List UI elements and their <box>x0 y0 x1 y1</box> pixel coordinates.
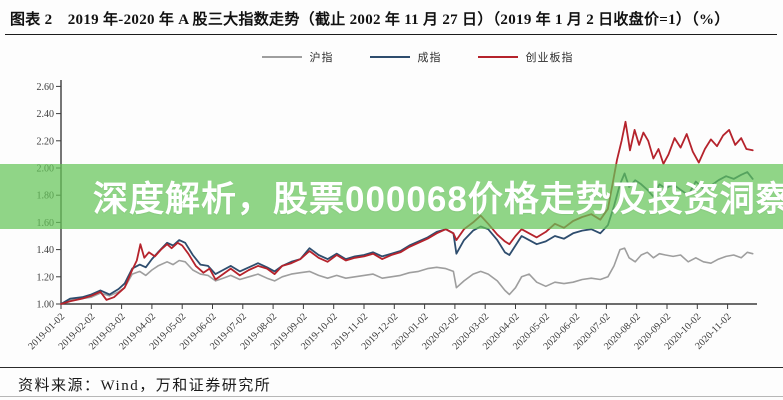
y-axis-tick-label: 1.20 <box>37 272 55 283</box>
legend-label: 创业板指 <box>525 52 574 64</box>
legend-line-swatch <box>477 55 518 59</box>
y-axis-tick-label: 2.40 <box>37 109 55 120</box>
chart-legend: 沪指 成指 创业板指 <box>26 49 783 65</box>
figure-title: 图表 2 2019 年-2020 年 A 股三大指数走势（截止 2002 年 1… <box>10 12 730 28</box>
y-axis-tick-label: 1.00 <box>37 300 55 311</box>
title-divider <box>5 34 777 35</box>
y-axis-tick-label: 2.20 <box>37 136 55 147</box>
y-axis-tick-label: 1.40 <box>37 245 55 256</box>
legend-label: 成指 <box>417 52 442 64</box>
legend-line-swatch <box>261 55 302 59</box>
overlay-banner: 深度解析，股票000068价格走势及投资洞察 <box>0 164 783 229</box>
series-line-沪指 <box>60 247 754 305</box>
legend-line-swatch <box>369 55 410 59</box>
series-line-创业板指 <box>60 120 754 305</box>
legend-item: 沪指 <box>261 49 334 65</box>
bottom-border <box>0 396 783 397</box>
overlay-banner-text: 深度解析，股票000068价格走势及投资洞察 <box>93 180 783 219</box>
y-axis-tick-label: 2.60 <box>37 82 55 93</box>
chart-canvas: 1.001.201.401.601.802.002.202.402.602019… <box>26 80 757 352</box>
legend-item: 创业板指 <box>477 49 574 65</box>
legend-item: 成指 <box>369 49 442 65</box>
footer-divider <box>0 367 783 368</box>
legend-label: 沪指 <box>309 52 334 64</box>
source-note: 资料来源：Wind，万和证券研究所 <box>18 378 272 394</box>
